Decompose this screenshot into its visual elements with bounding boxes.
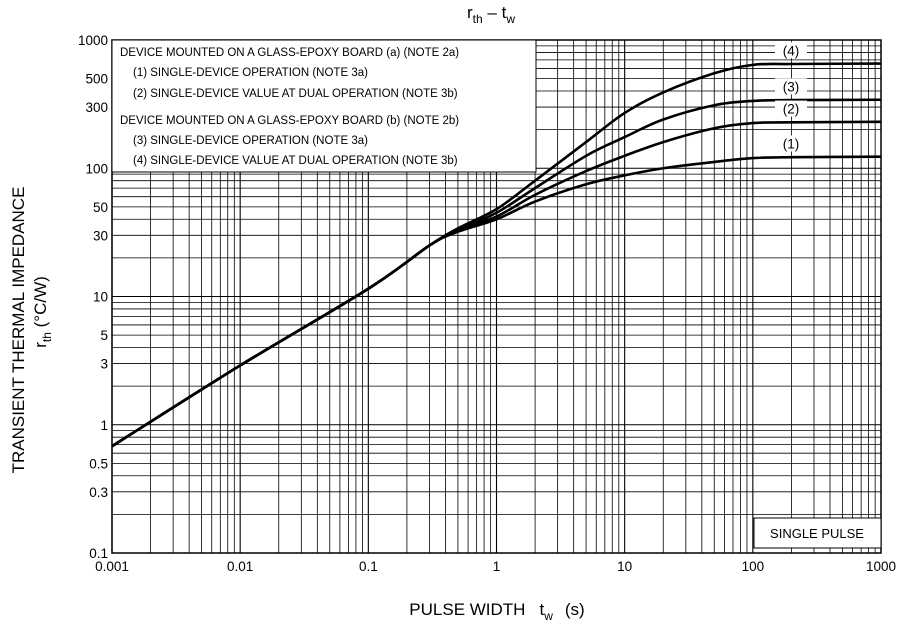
single-pulse-box: [753, 517, 882, 549]
legend-line-1: DEVICE MOUNTED ON A GLASS-EPOXY BOARD (a…: [120, 47, 459, 59]
x-tick-label: 0.1: [359, 559, 378, 574]
legend: DEVICE MOUNTED ON A GLASS-EPOXY BOARD (a…: [111, 39, 537, 173]
single-pulse-text: SINGLE PULSE: [770, 526, 864, 541]
chart-title: rth – tw: [467, 3, 515, 26]
series-line-4: [111, 62, 882, 448]
y-axis-title: TRANSIENT THERMAL IMPEDANCE: [9, 187, 28, 474]
x-tick-label: 100: [742, 559, 765, 574]
y-axis-label: TRANSIENT THERMAL IMPEDANCE: [9, 187, 28, 474]
curve-labels: (1) (2) (3) (4): [774, 42, 807, 152]
y-tick-label: 0.5: [89, 456, 108, 471]
x-tick-label: 10: [617, 559, 632, 574]
y-tick-label: 30: [93, 228, 108, 243]
y-tick-label: 1: [100, 418, 108, 433]
curve-label-3: (3): [783, 79, 800, 94]
y-tick-label: 300: [85, 100, 108, 115]
svg-text:rth (°C/W): rth (°C/W): [31, 276, 54, 348]
y-axis-symbol: rth (°C/W): [31, 276, 54, 348]
y-tick-label: 10: [93, 290, 108, 305]
legend-line-2: (1) SINGLE-DEVICE OPERATION (NOTE 3a): [133, 67, 368, 79]
y-tick-label: 5: [100, 328, 108, 343]
curve-label-bg: [774, 42, 807, 59]
x-axis-title: PULSE WIDTH tw (s): [409, 600, 584, 623]
tick-labels: 0.001 0.01 0.1 1 10 100 1000 0.1 0.3 0.5 1 3 5 10 30 50…: [78, 33, 896, 574]
x-tick-label: 0.001: [95, 559, 129, 574]
legend-line-4: DEVICE MOUNTED ON A GLASS-EPOXY BOARD (b…: [120, 115, 459, 127]
curve-label-1: (1): [783, 136, 800, 151]
y-tick-label: 100: [85, 161, 108, 176]
y-tick-label: 500: [85, 72, 108, 87]
curve-label-2: (2): [783, 102, 800, 117]
legend-line-6: (4) SINGLE-DEVICE VALUE AT DUAL OPERATIO…: [133, 155, 458, 167]
y-tick-label: 3: [100, 357, 108, 372]
y-tick-label: 0.3: [89, 485, 108, 500]
legend-box: [111, 39, 537, 173]
single-pulse-note: SINGLE PULSE: [753, 517, 882, 549]
y-tick-label: 1000: [78, 33, 108, 48]
curve-label-4: (4): [783, 43, 800, 58]
x-tick-label: 1: [493, 559, 501, 574]
legend-line-5: (3) SINGLE-DEVICE OPERATION (NOTE 3a): [133, 135, 368, 147]
x-tick-label: 1000: [866, 559, 896, 574]
legend-line-3: (2) SINGLE-DEVICE VALUE AT DUAL OPERATIO…: [133, 88, 458, 100]
curve-label-bg: [774, 78, 807, 95]
x-tick-label: 0.01: [227, 559, 253, 574]
y-tick-label: 0.1: [89, 546, 108, 561]
y-tick-label: 50: [93, 200, 108, 215]
series-group: [111, 62, 882, 448]
curve-label-bg: [774, 135, 807, 152]
curve-label-bg: [774, 100, 807, 117]
